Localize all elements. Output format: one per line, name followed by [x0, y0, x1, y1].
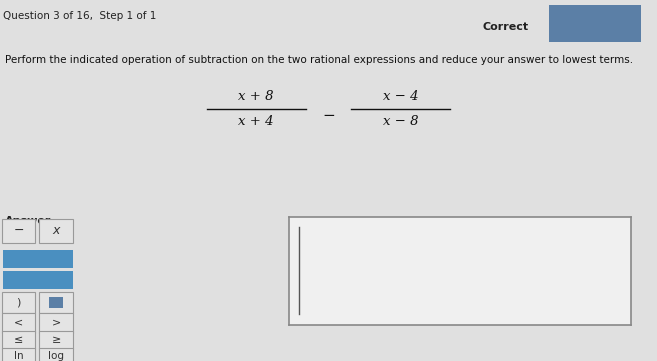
Bar [3, 271, 72, 289]
Text: ≤: ≤ [14, 335, 23, 345]
Text: Perform the indicated operation of subtraction on the two rational expressions a: Perform the indicated operation of subtr… [5, 55, 633, 65]
Text: log: log [48, 351, 64, 361]
FancyBboxPatch shape [39, 292, 74, 313]
FancyBboxPatch shape [2, 219, 35, 243]
Text: x − 4: x − 4 [383, 90, 419, 103]
Text: Question 3 of 16,  Step 1 of 1: Question 3 of 16, Step 1 of 1 [3, 12, 156, 21]
FancyBboxPatch shape [39, 331, 74, 349]
Text: x + 8: x + 8 [238, 90, 274, 103]
FancyBboxPatch shape [39, 313, 74, 332]
FancyBboxPatch shape [2, 292, 35, 313]
Text: <: < [14, 318, 23, 328]
Text: ln: ln [14, 351, 23, 361]
Bar [49, 297, 64, 308]
Text: x − 8: x − 8 [383, 116, 419, 129]
Text: >: > [52, 318, 61, 328]
FancyBboxPatch shape [2, 313, 35, 332]
Text: x + 4: x + 4 [238, 116, 274, 129]
Text: −: − [13, 224, 24, 237]
Text: −: − [322, 108, 335, 123]
Text: Correct: Correct [483, 22, 529, 32]
Text: x: x [53, 224, 60, 237]
Bar [549, 5, 641, 42]
Text: ): ) [16, 297, 21, 308]
FancyBboxPatch shape [39, 348, 74, 361]
FancyBboxPatch shape [2, 348, 35, 361]
FancyBboxPatch shape [39, 219, 74, 243]
Text: ≥: ≥ [52, 335, 61, 345]
Bar [3, 250, 72, 268]
FancyBboxPatch shape [2, 331, 35, 349]
Text: Answer: Answer [5, 216, 52, 226]
